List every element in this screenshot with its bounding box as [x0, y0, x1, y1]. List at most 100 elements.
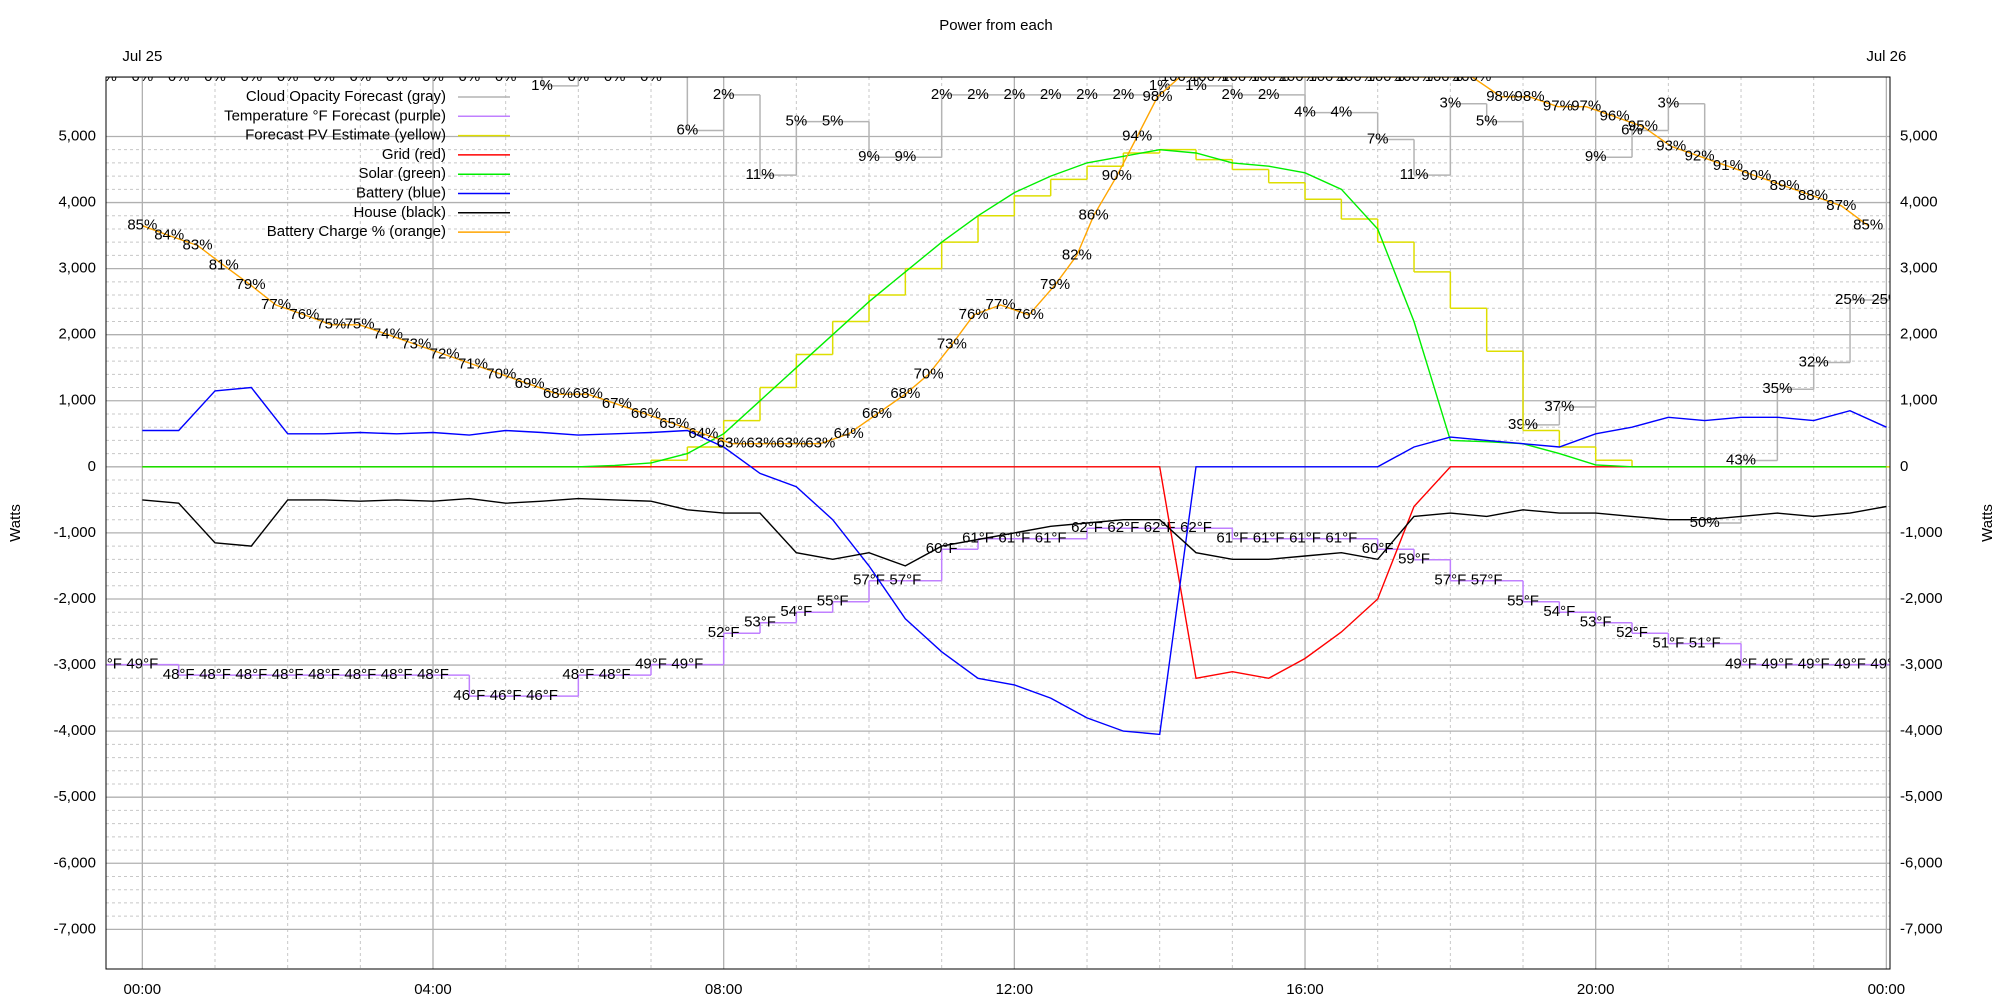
value-label: 51°F: [1652, 635, 1684, 652]
value-label: 67%: [602, 395, 632, 412]
value-label: 49°F: [1761, 656, 1793, 673]
y-tick-label: 3,000: [58, 260, 96, 277]
value-label: 79%: [236, 276, 266, 293]
value-label: 35%: [1762, 380, 1792, 397]
value-label: 53°F: [744, 614, 776, 631]
value-label: 60°F: [926, 540, 958, 557]
x-tick-label: 04:00: [414, 981, 452, 998]
value-label: 0%: [386, 68, 408, 85]
y-tick-label: -7,000: [53, 920, 96, 937]
y-tick-label: -5,000: [53, 788, 96, 805]
y2-tick-label: -4,000: [1900, 722, 1943, 739]
value-label: 73%: [937, 336, 967, 353]
y2-tick-label: 2,000: [1900, 326, 1938, 343]
value-label: 52°F: [708, 624, 740, 641]
y-tick-label: 1,000: [58, 392, 96, 409]
value-label: 100%: [1251, 68, 1289, 85]
value-label: 61°F: [962, 530, 994, 547]
y2-tick-label: -5,000: [1900, 788, 1943, 805]
value-label: 48°F: [599, 666, 631, 683]
value-label: 0%: [95, 68, 117, 85]
value-label: 96%: [1600, 108, 1630, 125]
value-label: 49°F: [126, 656, 158, 673]
value-label: 49°F: [671, 656, 703, 673]
value-label: 84%: [154, 227, 184, 244]
value-label: 100%: [1221, 68, 1259, 85]
value-label: 75%: [345, 316, 375, 333]
value-label: 97%: [1543, 98, 1573, 115]
value-label: 48°F: [272, 666, 304, 683]
series-line: [142, 386, 1887, 736]
value-label: 65%: [659, 415, 689, 432]
value-label: 85%: [127, 217, 157, 234]
value-label: 49°F: [635, 656, 667, 673]
value-label: 7%: [1367, 130, 1389, 147]
value-label: 61°F: [1216, 530, 1248, 547]
y2-tick-label: 5,000: [1900, 127, 1938, 144]
value-label: 0%: [640, 68, 662, 85]
value-label: 4%: [1294, 104, 1316, 121]
value-label: 49°F: [1798, 656, 1830, 673]
value-label: 0%: [567, 68, 589, 85]
value-label: 81%: [209, 256, 239, 273]
value-label: 48°F: [308, 666, 340, 683]
value-label: 68%: [573, 385, 603, 402]
value-label: 2%: [1113, 86, 1135, 103]
value-label: 2%: [1040, 86, 1062, 103]
value-label: 9%: [858, 148, 880, 165]
y-tick-label: -2,000: [53, 590, 96, 607]
y-axis-label: Watts: [7, 504, 24, 542]
value-label: 61°F: [1253, 530, 1285, 547]
value-label: 11%: [1400, 166, 1429, 183]
value-label: 77%: [261, 296, 291, 313]
value-label: 0%: [495, 68, 517, 85]
y2-tick-label: 3,000: [1900, 260, 1938, 277]
y2-axis-label: Watts: [1979, 504, 1996, 542]
value-label: 90%: [1741, 167, 1771, 184]
value-label: 5%: [822, 113, 844, 130]
value-label: 62°F: [1107, 519, 1139, 536]
value-label: 71%: [458, 355, 488, 372]
legend-label: Cloud Opacity Forecast (gray): [246, 88, 446, 105]
y2-tick-label: 4,000: [1900, 194, 1938, 211]
value-label: 76%: [289, 306, 319, 323]
value-label: 63%: [776, 435, 806, 452]
y2-tick-label: -7,000: [1900, 920, 1943, 937]
value-label: 57°F: [1434, 572, 1466, 589]
y2-tick-label: -3,000: [1900, 656, 1943, 673]
value-label: 48°F: [344, 666, 376, 683]
date-label: Jul 25: [122, 48, 162, 65]
y-tick-label: 4,000: [58, 194, 96, 211]
value-label: 63%: [746, 435, 776, 452]
y-tick-label: 2,000: [58, 326, 96, 343]
value-label: 86%: [1079, 207, 1109, 224]
value-label: 0%: [131, 68, 153, 85]
value-label: 64%: [834, 425, 864, 442]
value-label: 0%: [204, 68, 226, 85]
series-line: [142, 148, 1887, 468]
value-label: 3%: [1658, 95, 1680, 112]
value-label: 52°F: [1616, 624, 1648, 641]
grid: -7,000 -7,000 -6,000 -6,000 -5,000 -5,000 -4,0…: [53, 48, 1942, 998]
value-label: 9%: [895, 148, 917, 165]
value-label: 49°F: [1725, 656, 1757, 673]
value-label: 62°F: [1180, 519, 1212, 536]
value-label: 82%: [1062, 246, 1092, 263]
value-label: 0%: [604, 68, 626, 85]
y-tick-label: -4,000: [53, 722, 96, 739]
value-label: 49°F: [1870, 656, 1902, 673]
value-label: 11%: [746, 166, 775, 183]
value-label: 100%: [1161, 68, 1199, 85]
value-label: 98%: [1486, 88, 1516, 105]
value-label: 55°F: [817, 593, 849, 610]
value-label: 98%: [1515, 88, 1545, 105]
value-label: 54°F: [780, 603, 812, 620]
value-label: 37%: [1544, 398, 1574, 415]
value-label: 2%: [713, 86, 735, 103]
value-label: 5%: [786, 113, 808, 130]
chart-title: Power from each: [939, 17, 1052, 34]
value-label: 2%: [1076, 86, 1098, 103]
value-label: 6%: [1621, 121, 1643, 138]
